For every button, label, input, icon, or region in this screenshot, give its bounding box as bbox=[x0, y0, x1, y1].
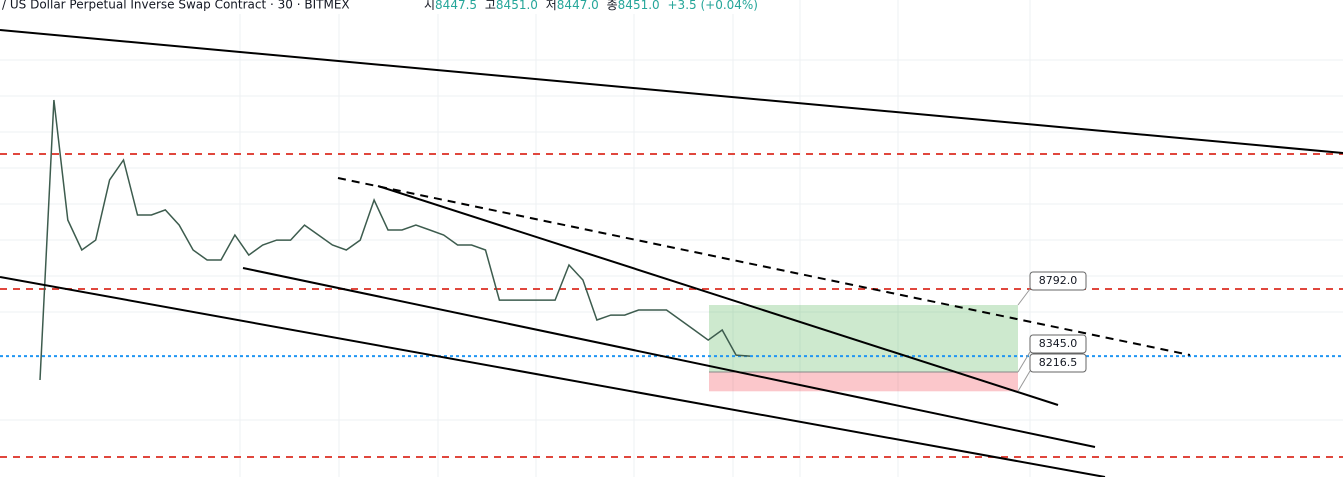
label-box bbox=[1029, 271, 1087, 291]
ohlc-label: 고 bbox=[485, 0, 496, 12]
ohlc-value: 8451.0 bbox=[618, 0, 660, 12]
label-box bbox=[1029, 353, 1087, 373]
label-connector bbox=[1017, 351, 1031, 373]
trend-line bbox=[377, 185, 1059, 406]
price-label: 8345.0 bbox=[1039, 337, 1078, 350]
trend-line bbox=[0, 276, 1106, 477]
price-line bbox=[39, 99, 751, 381]
trend-lines bbox=[0, 29, 1343, 477]
header-bg bbox=[0, 0, 760, 14]
trend-line bbox=[242, 267, 1096, 448]
loss-zone bbox=[709, 372, 1018, 392]
ohlc-value: 8447.0 bbox=[557, 0, 599, 12]
ohlc: 시8447.5 고8451.0 저8447.0 종8451.0 +3.5 (+0… bbox=[424, 0, 758, 12]
price-label: 8792.0 bbox=[1039, 274, 1078, 287]
trend-line bbox=[0, 29, 1343, 154]
symbol-title: / US Dollar Perpetual Inverse Swap Contr… bbox=[2, 0, 350, 12]
ohlc-label: 저 bbox=[546, 0, 557, 12]
trend-line bbox=[337, 177, 1191, 356]
ohlc-value: 8451.0 bbox=[496, 0, 538, 12]
ohlc-label: 종 bbox=[607, 0, 618, 12]
position-labels: 8792.0 8345.0 8216.5 bbox=[1017, 271, 1087, 392]
ohlc-label: 시 bbox=[424, 0, 435, 12]
label-connector bbox=[1017, 370, 1031, 392]
price-label: 8216.5 bbox=[1039, 356, 1078, 369]
marks bbox=[0, 99, 1343, 459]
change: +3.5 (+0.04%) bbox=[668, 0, 759, 12]
label-connector bbox=[1017, 288, 1031, 306]
label-box bbox=[1029, 334, 1087, 354]
profit-zone bbox=[709, 305, 1018, 373]
ohlc-value: 8447.5 bbox=[435, 0, 477, 12]
